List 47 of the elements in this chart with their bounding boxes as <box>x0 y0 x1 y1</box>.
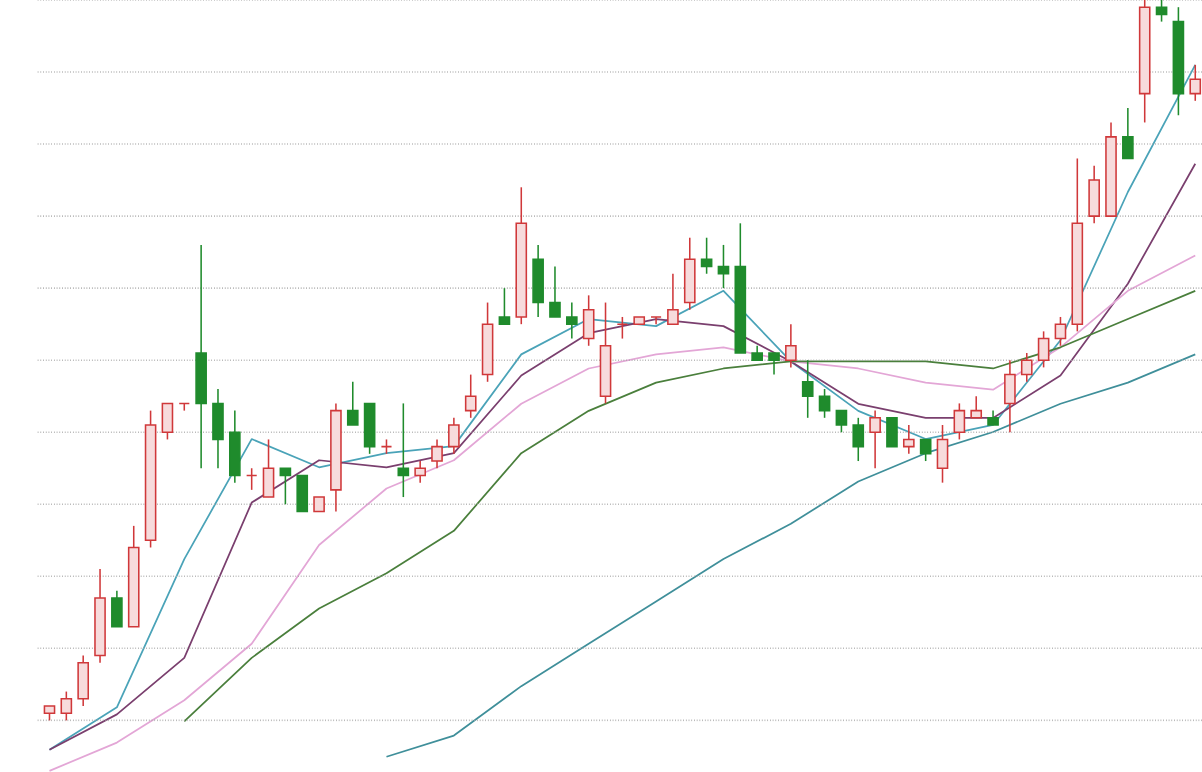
candlestick <box>464 373 477 419</box>
candlestick <box>262 438 275 498</box>
candlestick <box>1054 315 1067 347</box>
candlestick <box>549 265 561 318</box>
candlestick <box>60 690 73 721</box>
candlestick <box>683 236 696 311</box>
candlestick <box>498 286 511 325</box>
candlestick <box>970 394 983 419</box>
candlestick <box>650 315 662 325</box>
candlestick <box>768 351 780 375</box>
candlestick <box>1122 106 1134 159</box>
candlestick <box>667 272 679 325</box>
candlestick <box>953 402 966 440</box>
candlestick <box>279 466 292 505</box>
candlestick <box>886 416 898 447</box>
candlestick <box>1088 164 1100 224</box>
candlestick <box>1155 0 1168 22</box>
candlestick <box>111 589 123 628</box>
candlestick <box>346 380 359 426</box>
candlestick <box>431 438 443 469</box>
candlestick <box>801 358 814 419</box>
candlestick <box>212 387 224 469</box>
candlestick <box>902 423 915 455</box>
candlestick <box>717 243 730 289</box>
candlestick <box>852 416 865 462</box>
candlestick <box>296 474 309 512</box>
candlestick <box>565 301 578 339</box>
candlestick <box>616 315 629 339</box>
candlestick <box>414 459 427 483</box>
candlestick <box>532 243 544 318</box>
candlestick <box>448 416 460 455</box>
candlestick <box>1004 358 1016 433</box>
candlestick <box>1189 63 1202 102</box>
candlestick <box>1020 351 1033 383</box>
candlestick <box>818 387 831 419</box>
candlestick <box>582 294 595 347</box>
candlestick <box>785 322 797 368</box>
candlestick <box>245 466 258 491</box>
candlestick <box>1037 330 1050 368</box>
candlestick <box>229 409 241 483</box>
candlestick <box>77 654 90 707</box>
candlestick <box>397 402 410 498</box>
candlestick <box>869 409 881 469</box>
candlestick <box>936 423 949 483</box>
candlestick <box>363 402 376 455</box>
candlestick <box>835 409 848 433</box>
candlestick <box>161 402 174 440</box>
